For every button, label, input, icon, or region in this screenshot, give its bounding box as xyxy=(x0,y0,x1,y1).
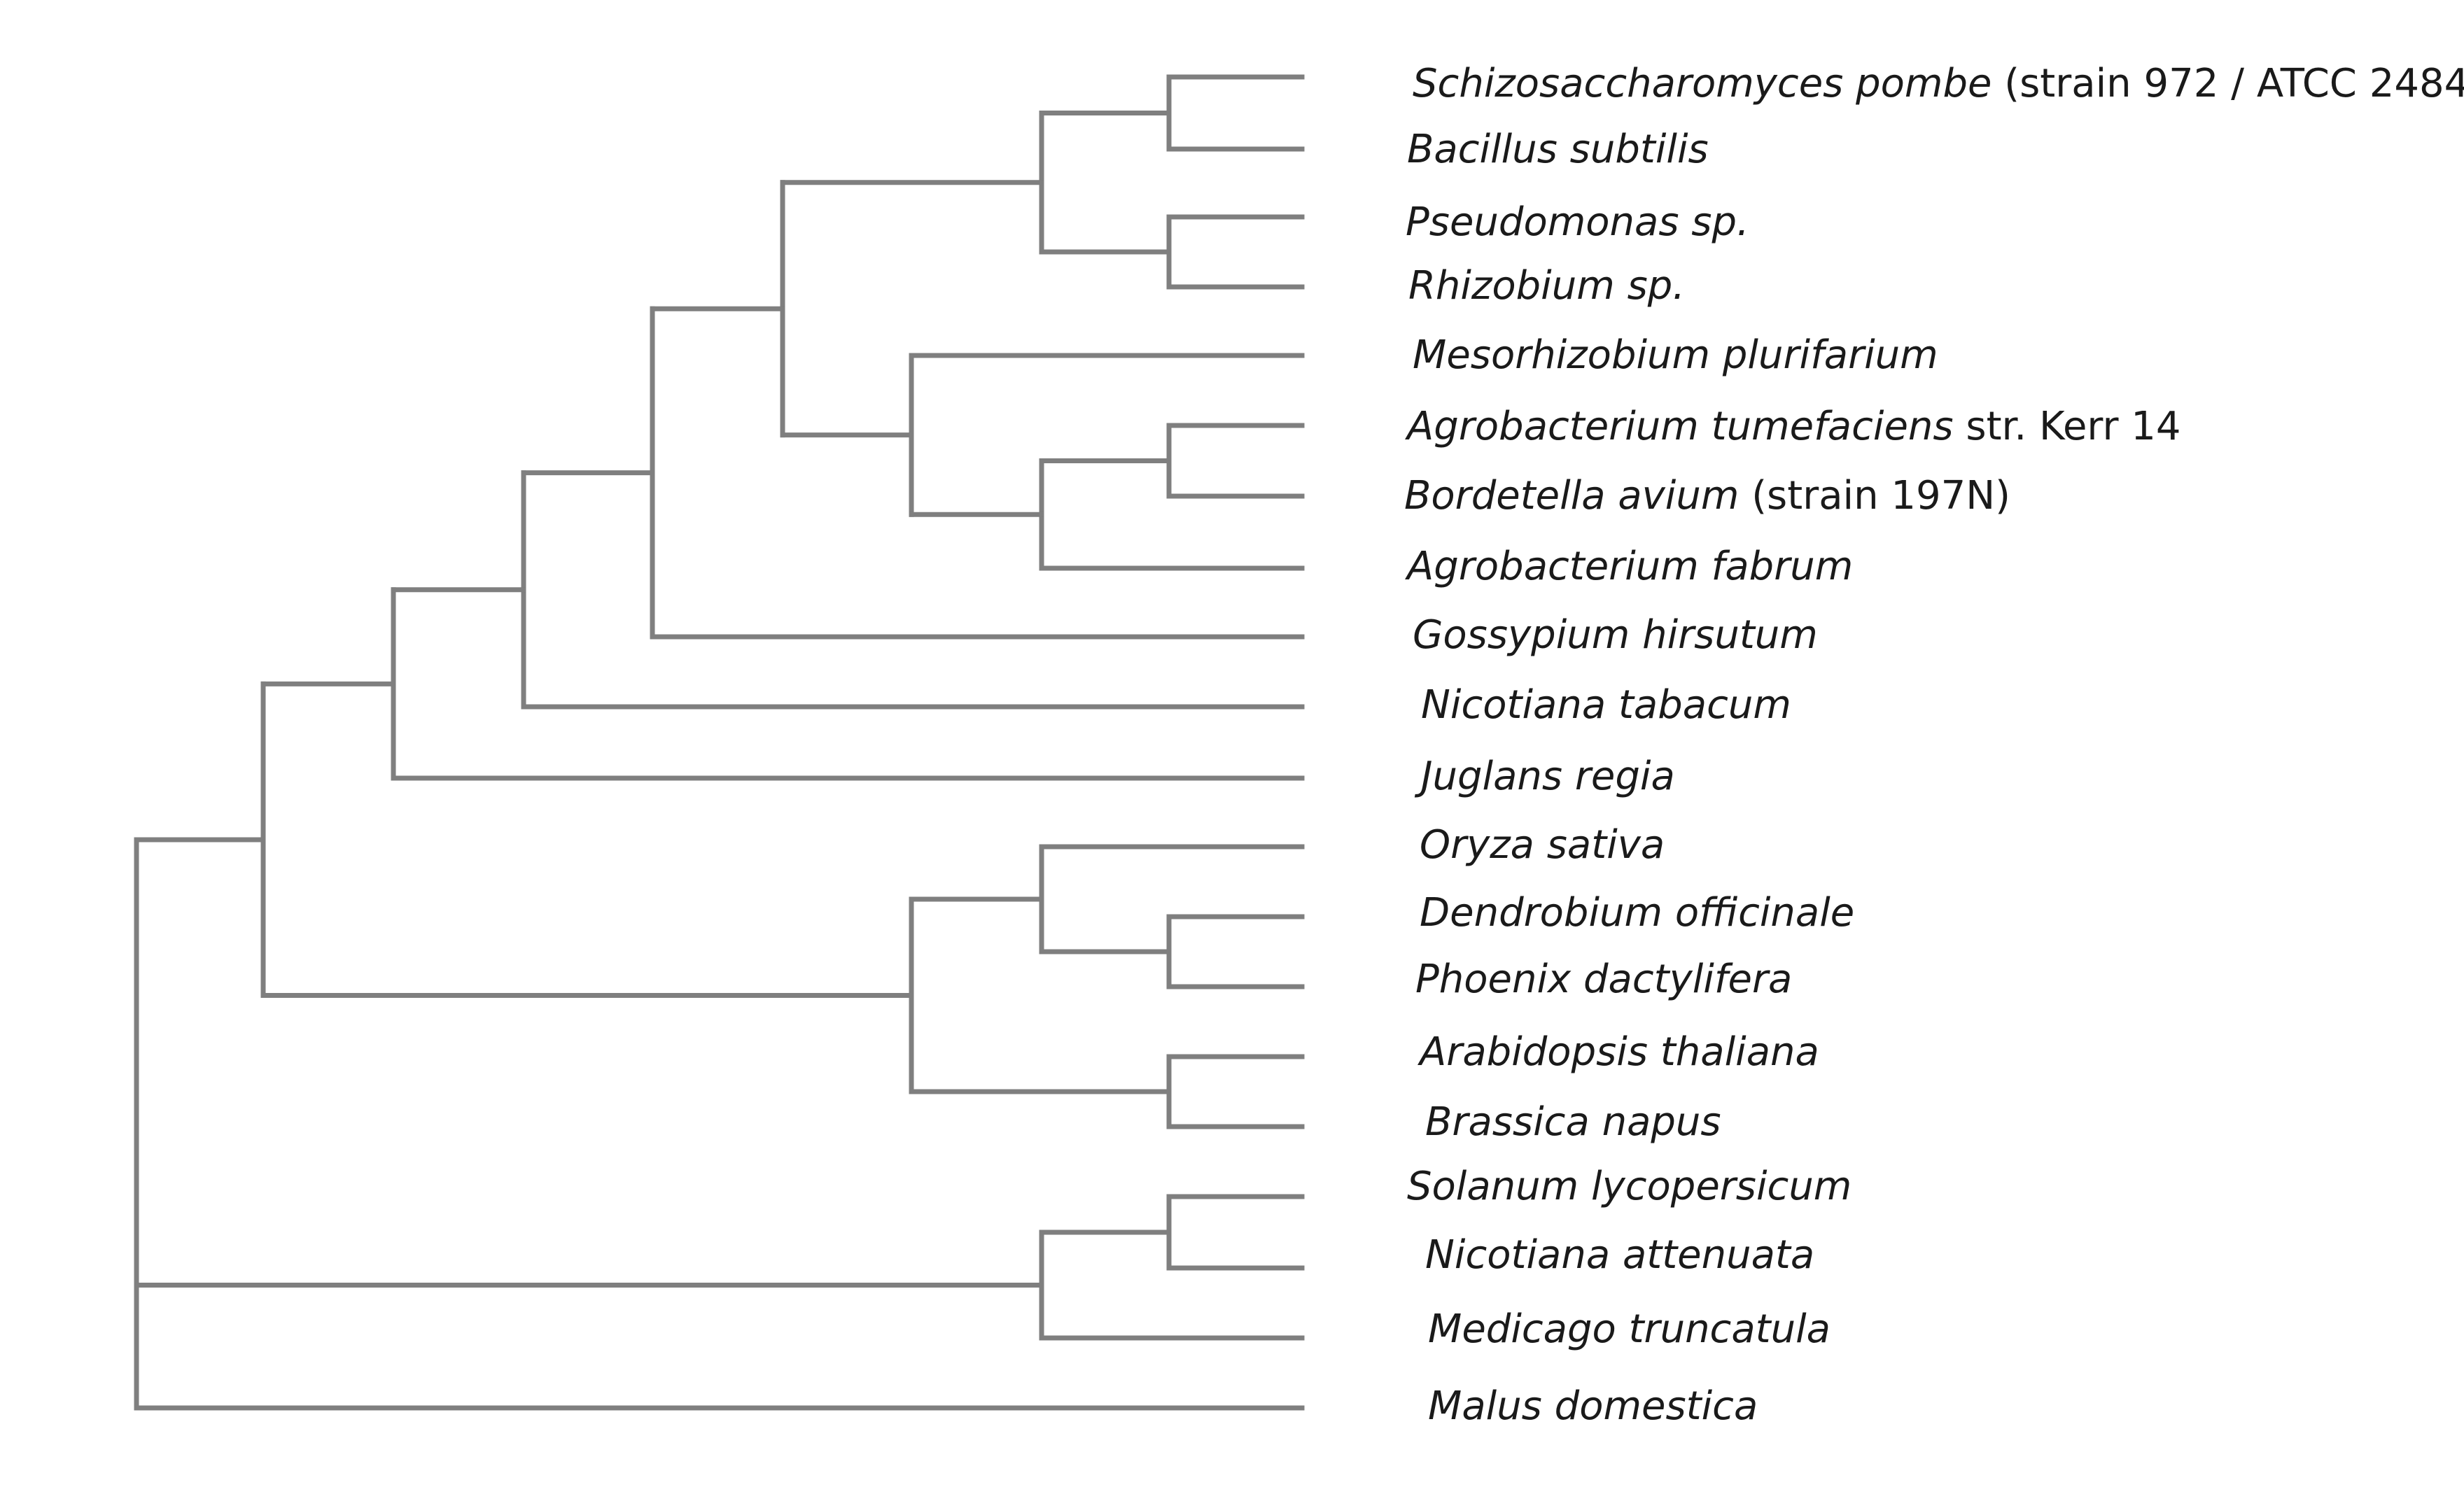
species-name: Medicago truncatula xyxy=(1428,1306,1830,1352)
species-name: Agrobacterium tumefaciens xyxy=(1407,404,1954,449)
taxon-label: Brassica napus xyxy=(1425,1103,1721,1142)
taxon-label: Nicotiana tabacum xyxy=(1421,686,1791,725)
strain-annotation: str. Kerr 14 xyxy=(1953,404,2181,449)
taxon-label: Schizosaccharomyces pombe (strain 972 / … xyxy=(1413,64,2464,104)
taxon-label: Medicago truncatula xyxy=(1428,1310,1830,1349)
taxon-label: Dendrobium officinale xyxy=(1420,894,1854,933)
species-name: Schizosaccharomyces pombe xyxy=(1413,61,1992,106)
taxon-label: Nicotiana attenuata xyxy=(1425,1236,1814,1275)
species-name: Gossypium hirsutum xyxy=(1413,612,1818,658)
strain-annotation: (strain 972 / ATCC 24843) xyxy=(1991,61,2464,106)
species-name: Agrobacterium fabrum xyxy=(1407,544,1854,589)
taxon-label: Pseudomonas sp. xyxy=(1406,203,1749,242)
species-name: Rhizobium sp. xyxy=(1408,263,1686,309)
species-name: Bordetella avium xyxy=(1404,473,1740,519)
species-name: Nicotiana attenuata xyxy=(1425,1232,1815,1278)
species-name: Solanum lycopersicum xyxy=(1407,1164,1852,1209)
taxon-label: Agrobacterium fabrum xyxy=(1407,547,1853,586)
species-name: Nicotiana tabacum xyxy=(1421,682,1791,728)
taxon-label: Mesorhizobium plurifarium xyxy=(1413,336,1938,375)
species-name: Dendrobium officinale xyxy=(1420,890,1855,936)
taxon-label: Bacillus subtilis xyxy=(1407,130,1709,169)
taxon-label: Phoenix dactylifera xyxy=(1415,960,1792,999)
taxon-label: Juglans regia xyxy=(1421,757,1675,796)
taxon-label: Bordetella avium (strain 197N) xyxy=(1404,477,2010,516)
species-name: Phoenix dactylifera xyxy=(1415,957,1793,1002)
taxon-label: Arabidopsis thaliana xyxy=(1420,1033,1819,1072)
species-name: Juglans regia xyxy=(1421,754,1675,799)
taxon-label: Solanum lycopersicum xyxy=(1407,1167,1851,1206)
taxon-label: Agrobacterium tumefaciens str. Kerr 14 xyxy=(1407,407,2181,446)
taxon-label: Gossypium hirsutum xyxy=(1413,616,1818,655)
taxon-label: Rhizobium sp. xyxy=(1408,267,1685,306)
species-name: Brassica napus xyxy=(1425,1099,1721,1145)
species-name: Malus domestica xyxy=(1428,1383,1758,1429)
species-name: Mesorhizobium plurifarium xyxy=(1413,332,1938,378)
species-name: Oryza sativa xyxy=(1420,822,1665,868)
strain-annotation: (strain 197N) xyxy=(1739,473,2011,519)
species-name: Pseudomonas sp. xyxy=(1406,199,1749,245)
taxon-label: Malus domestica xyxy=(1428,1387,1758,1426)
species-name: Bacillus subtilis xyxy=(1407,127,1709,172)
species-name: Arabidopsis thaliana xyxy=(1420,1029,1819,1075)
taxon-label: Oryza sativa xyxy=(1420,826,1665,865)
